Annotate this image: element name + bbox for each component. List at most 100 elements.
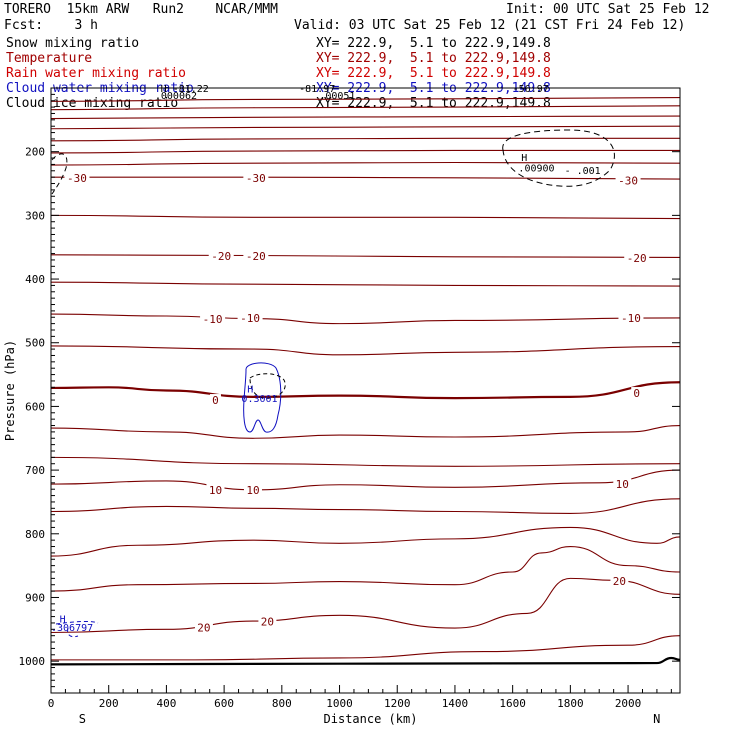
temperature-label-16: 20	[613, 575, 626, 588]
x-tick-label-400: 400	[156, 697, 176, 710]
x-tick-label-600: 600	[214, 697, 234, 710]
isotherm-12	[50, 498, 681, 514]
temperature-label-bg	[243, 250, 269, 263]
isotherm--5	[50, 345, 681, 356]
x-tick-label-1000: 1000	[326, 697, 353, 710]
extremum-label-1: .00900	[518, 163, 554, 174]
init-time: Init: 00 UTC Sat 25 Feb 12	[506, 2, 710, 17]
y-tick-label-400: 400	[25, 273, 45, 286]
ground-surface	[50, 656, 681, 666]
temperature-label-bg	[64, 171, 90, 184]
temperature-label-bg	[610, 574, 629, 587]
x-tick-label-0: 0	[48, 697, 55, 710]
isotherm-8	[50, 456, 681, 467]
end-label-north: N	[653, 712, 660, 726]
extremum-label-11: -56.97	[513, 84, 549, 95]
x-tick-label-1200: 1200	[384, 697, 411, 710]
isotherm--30	[50, 176, 681, 180]
temperature-label-13: 10	[616, 478, 629, 491]
isotherm--40	[50, 137, 680, 142]
isotherm-5	[50, 424, 681, 439]
temperature-label-bg	[208, 250, 234, 263]
y-tick-label-200: 200	[25, 146, 45, 159]
isotherm--10	[50, 313, 681, 325]
y-tick-label-300: 300	[25, 209, 45, 222]
temperature-label-bg	[624, 252, 650, 265]
isotherm-10	[50, 469, 681, 491]
isotherm--15	[50, 281, 681, 287]
plot-frame	[50, 87, 681, 694]
extremum-label-0: H	[521, 153, 527, 164]
x-tick-label-1600: 1600	[499, 697, 526, 710]
temperature-label-bg	[243, 483, 262, 496]
isotherm-20	[50, 577, 681, 634]
extremum-label-6: .306797	[51, 623, 93, 634]
contour-labels: -30 -30 -30 -20 -20 -20 -10 -10 -10 0 0 10 10 10 20 20 2…	[64, 171, 650, 634]
temperature-label-12: 10	[246, 484, 259, 497]
temperature-label-bg	[194, 621, 213, 634]
temperature-label-5: -20	[627, 252, 647, 265]
temperature-label-1: -30	[246, 172, 266, 185]
legend-xy-rain: XY= 222.9, 5.1 to 222.9,149.8	[316, 66, 551, 81]
temperature-label-bg	[258, 615, 277, 628]
temperature-label-15: 20	[261, 616, 274, 629]
snow-contour-left	[51, 153, 68, 195]
mixing-ratio-contours	[51, 129, 615, 638]
temperature-label-10: 0	[633, 387, 640, 400]
temperature-label-0: -30	[67, 172, 87, 185]
temperature-label-9: 0	[212, 394, 219, 407]
extremum-label-4: 0.3001	[241, 394, 277, 405]
y-axis-label: Pressure (hPa)	[3, 340, 17, 441]
y-tick-label-600: 600	[25, 400, 45, 413]
temperature-label-bg	[237, 311, 263, 324]
isotherm-17	[50, 545, 681, 592]
cloud-water-contour-lower	[55, 620, 99, 638]
y-tick-label-900: 900	[25, 591, 45, 604]
y-tick-label-1000: 1000	[19, 655, 46, 668]
extremum-label-10: .00051	[319, 91, 355, 102]
isotherm--20	[50, 254, 681, 258]
temperature-label-bg	[631, 387, 643, 400]
extremum-label-7: H -81.22	[161, 84, 209, 95]
isotherm-lines	[50, 97, 681, 661]
x-axis-label: Distance (km)	[324, 712, 418, 726]
y-tick-label-500: 500	[25, 337, 45, 350]
y-tick-label-700: 700	[25, 464, 45, 477]
valid-time: Valid: 03 UTC Sat 25 Feb 12 (21 CST Fri …	[294, 18, 686, 33]
x-tick-label-1400: 1400	[442, 697, 469, 710]
temperature-label-bg	[200, 313, 226, 326]
snow-contour-mid	[249, 373, 286, 399]
x-tick-label-2000: 2000	[615, 697, 642, 710]
isotherm-22	[50, 635, 681, 661]
x-tick-label-200: 200	[99, 697, 119, 710]
isotherm-15	[50, 526, 681, 557]
temperature-label-bg	[618, 311, 644, 324]
x-tick-label-1800: 1800	[557, 697, 584, 710]
isotherm--35	[50, 161, 681, 166]
temperature-label-8: -10	[621, 312, 641, 325]
temperature-label-7: -10	[240, 312, 260, 325]
extremum-label-5: H	[60, 614, 66, 625]
extremum-label-2: - .001	[565, 166, 601, 177]
ground-line	[50, 656, 681, 666]
temperature-label-11: 10	[209, 484, 222, 497]
extremum-label-9: -81.97	[299, 84, 335, 95]
isotherm--25	[50, 214, 681, 220]
extremum-label-8: .000062	[155, 91, 197, 102]
isotherm--45	[50, 125, 681, 130]
temperature-label-2: -30	[618, 174, 638, 187]
isotherm--38	[50, 149, 680, 154]
legend-label-rain: Rain water mixing ratio	[6, 66, 187, 81]
temperature-label-14: 20	[197, 621, 210, 634]
plot-axes	[50, 87, 681, 694]
cloud-ice-contour	[502, 129, 615, 187]
temperature-label-6: -10	[203, 313, 223, 326]
isotherm--60	[50, 97, 681, 102]
legend-xy-snow: XY= 222.9, 5.1 to 222.9,149.8	[316, 36, 551, 51]
temperature-label-bg	[206, 483, 225, 496]
temperature-label-3: -20	[211, 250, 231, 263]
isotherm--55	[50, 105, 681, 111]
